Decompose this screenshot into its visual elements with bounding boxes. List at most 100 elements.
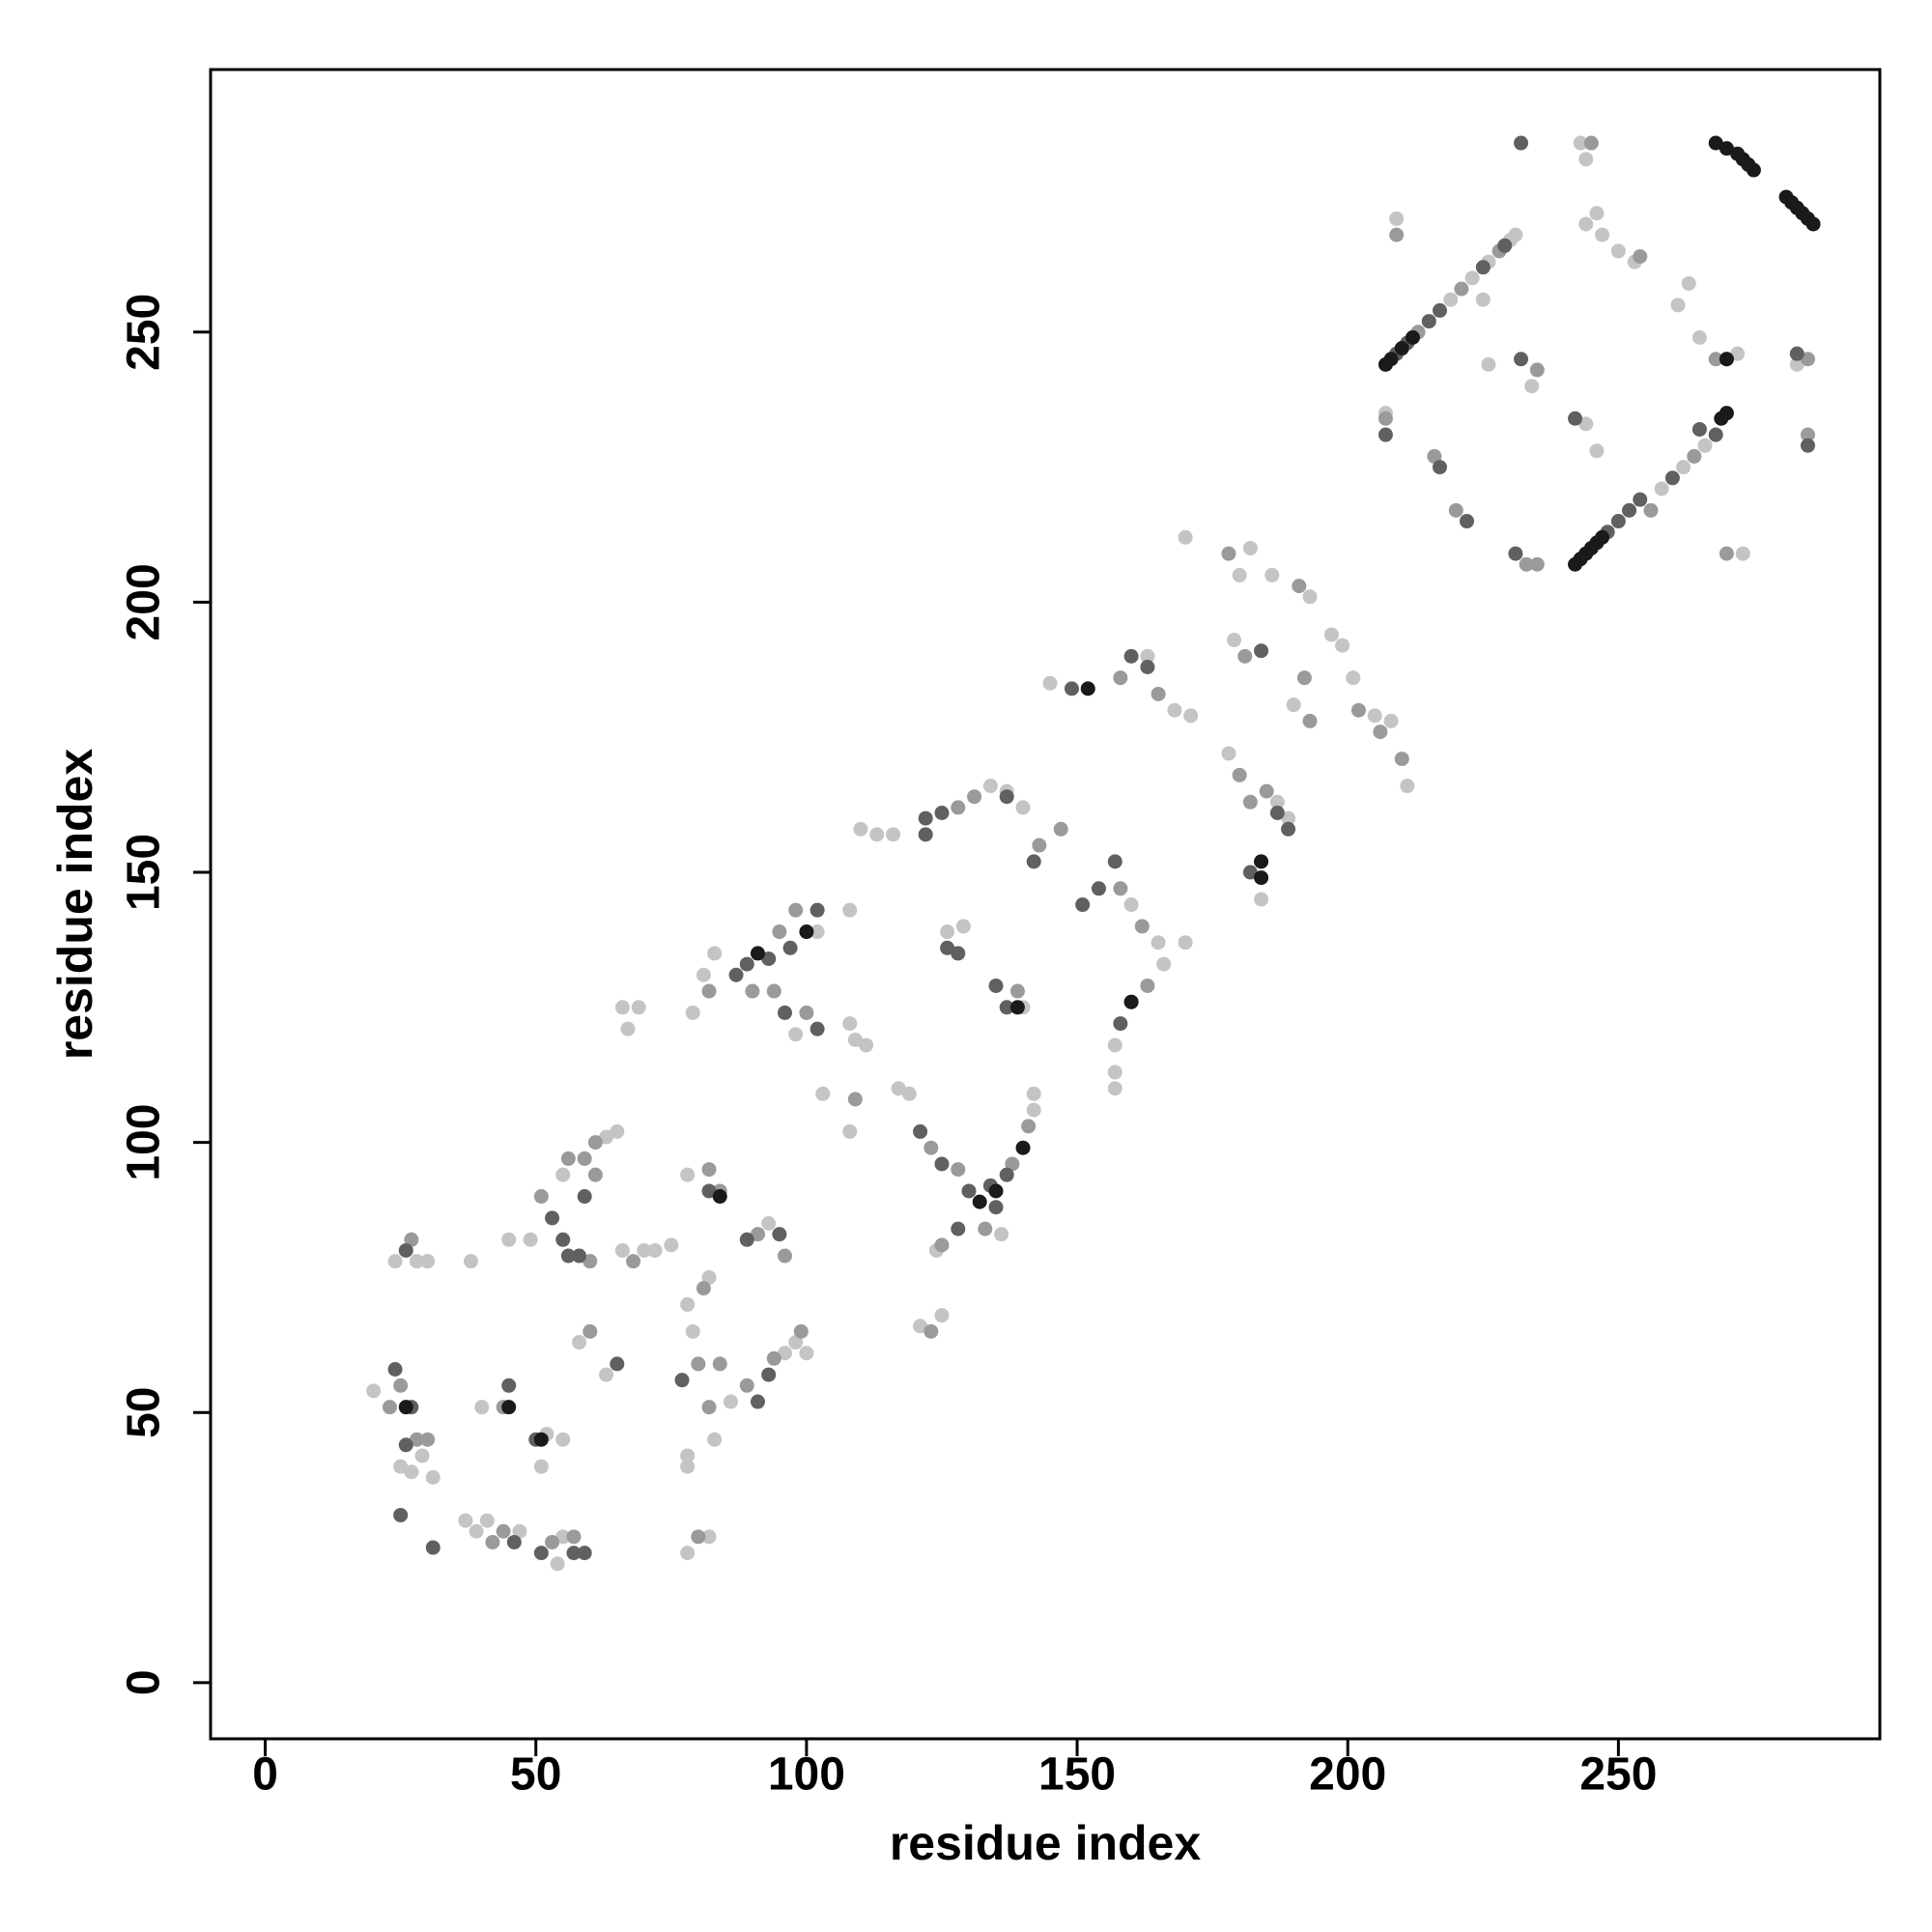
- point: [393, 1507, 409, 1522]
- point: [1514, 352, 1529, 367]
- point: [485, 1534, 500, 1549]
- x-axis-title: residue index: [890, 1816, 1202, 1870]
- point: [582, 1323, 598, 1339]
- point: [810, 1021, 825, 1037]
- point: [891, 1081, 906, 1096]
- point: [788, 1027, 804, 1042]
- point: [1800, 427, 1815, 442]
- point: [479, 1513, 495, 1528]
- point: [1140, 978, 1155, 993]
- point: [1508, 546, 1523, 561]
- point: [620, 1021, 636, 1037]
- point: [1254, 854, 1269, 869]
- point: [940, 940, 955, 955]
- point: [1292, 579, 1307, 594]
- point: [1042, 675, 1058, 691]
- y-tick-label: 50: [119, 1387, 170, 1438]
- point: [664, 1237, 679, 1253]
- point: [1269, 805, 1285, 820]
- point: [1123, 648, 1139, 664]
- point: [587, 1135, 603, 1151]
- point: [1610, 514, 1626, 529]
- point: [1800, 438, 1815, 453]
- point: [918, 827, 933, 842]
- point: [1302, 589, 1318, 605]
- point: [626, 1254, 641, 1269]
- point: [1167, 702, 1182, 718]
- point: [1378, 411, 1393, 426]
- x-tick-label: 50: [510, 1749, 561, 1801]
- point: [951, 946, 966, 961]
- y-axis-title: residue index: [48, 749, 102, 1061]
- point: [951, 1162, 966, 1178]
- point: [1524, 379, 1540, 394]
- point: [1421, 314, 1436, 329]
- point: [404, 1464, 419, 1480]
- point: [1464, 270, 1480, 286]
- point: [1427, 448, 1442, 464]
- point: [1400, 779, 1415, 794]
- point: [1064, 681, 1079, 696]
- point: [1232, 567, 1247, 582]
- point: [496, 1523, 511, 1539]
- point: [750, 1394, 765, 1409]
- point: [545, 1210, 560, 1226]
- point: [533, 1432, 549, 1447]
- x-tick-label: 100: [768, 1749, 845, 1801]
- point: [469, 1523, 484, 1539]
- point: [1691, 329, 1707, 345]
- point: [685, 1323, 700, 1339]
- point: [1389, 227, 1405, 242]
- point: [1719, 352, 1734, 367]
- point: [1178, 935, 1193, 951]
- point: [842, 902, 858, 918]
- point: [404, 1232, 419, 1247]
- point: [913, 1319, 928, 1334]
- point: [572, 1335, 587, 1350]
- point: [1350, 702, 1366, 718]
- point: [474, 1400, 490, 1415]
- point: [1281, 810, 1296, 826]
- point: [577, 1151, 592, 1166]
- point: [680, 1459, 696, 1474]
- point: [1269, 794, 1285, 810]
- point: [1610, 243, 1626, 259]
- point: [647, 1242, 663, 1258]
- point: [1475, 292, 1491, 307]
- point: [766, 983, 781, 999]
- point: [934, 1308, 950, 1323]
- point: [1032, 838, 1047, 853]
- point: [1719, 406, 1734, 421]
- point: [1113, 1016, 1128, 1032]
- point: [610, 1123, 625, 1139]
- point: [501, 1232, 517, 1247]
- point: [1221, 746, 1236, 761]
- point: [988, 1183, 1004, 1199]
- point: [951, 1221, 966, 1236]
- point: [701, 1529, 717, 1545]
- point: [680, 1167, 696, 1182]
- x-tick-label: 150: [1038, 1749, 1116, 1801]
- point: [1221, 546, 1236, 561]
- point: [1254, 643, 1269, 659]
- point: [1053, 821, 1068, 837]
- y-tick-label: 150: [119, 834, 170, 911]
- point: [1432, 302, 1447, 318]
- point: [587, 1167, 603, 1182]
- point: [1443, 292, 1459, 307]
- point: [1573, 135, 1588, 151]
- point: [1389, 211, 1405, 226]
- point: [1254, 892, 1269, 907]
- point: [1697, 438, 1713, 453]
- point: [610, 1356, 625, 1372]
- point: [1242, 794, 1258, 810]
- point: [1005, 1156, 1020, 1172]
- point: [674, 1373, 690, 1388]
- point: [1323, 627, 1339, 642]
- point: [913, 1123, 928, 1139]
- point: [1296, 670, 1312, 686]
- point: [550, 1556, 565, 1572]
- point: [680, 1448, 696, 1463]
- point: [810, 924, 825, 940]
